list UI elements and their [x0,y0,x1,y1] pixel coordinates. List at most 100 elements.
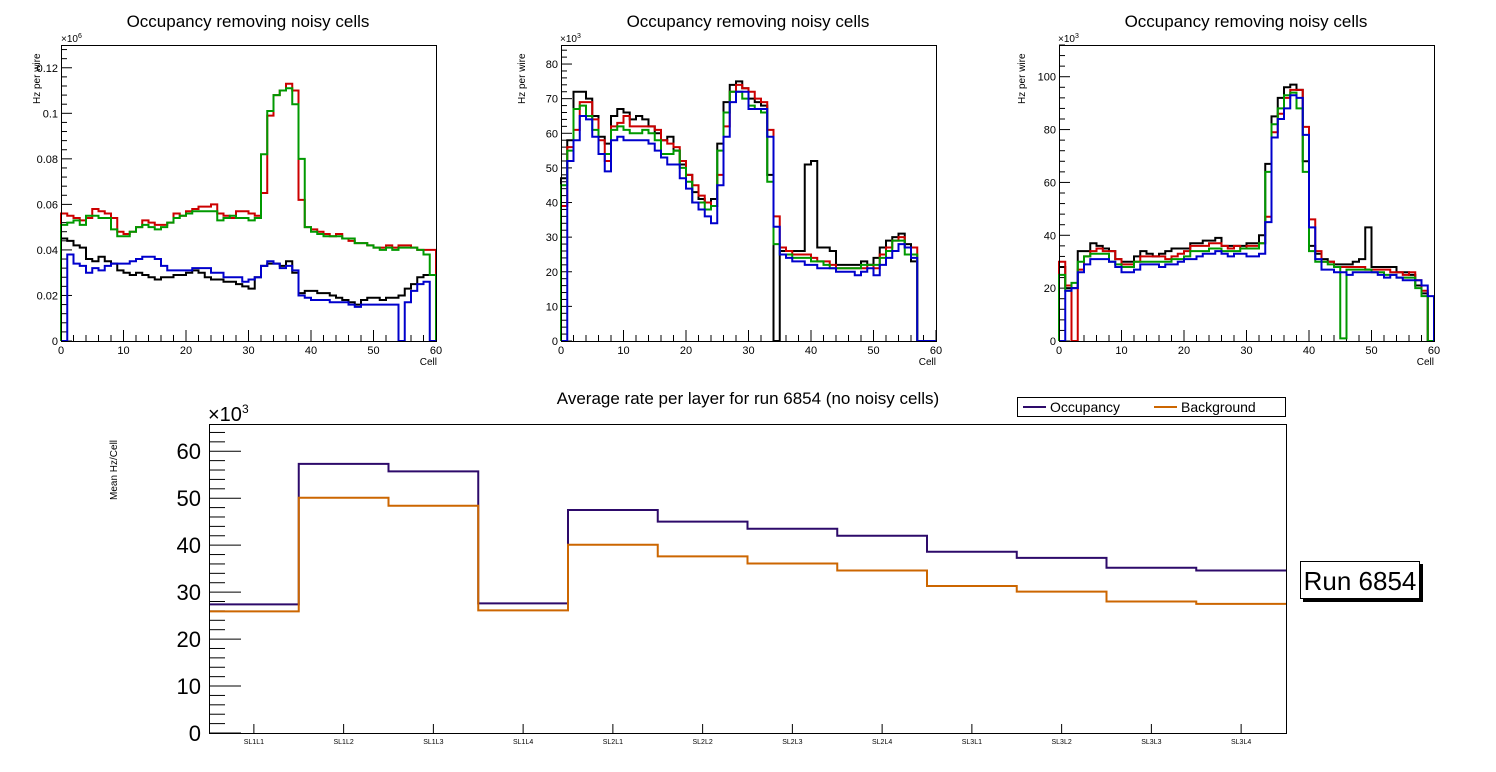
x-tick-label: 0 [1056,345,1062,357]
y-tick-label: 0 [552,336,558,348]
y-multiplier-exp: 3 [577,33,581,40]
y-tick-label: 60 [546,128,558,140]
x-tick-label: SL3L1 [962,739,982,746]
x-axis-label: Cell [919,357,936,368]
y-tick-label: 60 [177,439,201,464]
y-axis-label: Hz per wire [517,53,528,104]
x-tick-label: 30 [742,345,754,357]
x-tick-label: 0 [58,345,64,357]
plot-frame [61,45,437,342]
series-line-red [1058,88,1434,342]
occupancy-histogram-2: Occupancy removing noisy cells ×103 Hz p… [517,12,942,368]
chart-title: Average rate per layer for run 6854 (no … [557,389,939,408]
plot-frame [209,424,1287,734]
y-tick-label: 0 [1050,336,1056,348]
x-tick-label: 50 [867,345,879,357]
series-line-black [1058,83,1434,342]
y-multiplier-base: ×10 [1058,34,1075,45]
y-axis-label: Hz per wire [32,53,43,104]
y-ticks: 0 10 20 30 40 50 60 [177,431,241,746]
x-tick-label: 60 [430,345,442,357]
series-line-black [560,80,936,342]
series-group [209,462,1286,613]
run-label-text: Run 6854 [1304,566,1417,596]
series-line-occupancy [209,462,1286,606]
y-multiplier-base: ×10 [61,34,78,45]
x-tick-label: 60 [1428,345,1440,357]
x-tick-label: 10 [1115,345,1127,357]
legend-label-background: Background [1181,399,1256,415]
legend-box [1017,397,1286,417]
x-tick-label: 30 [242,345,254,357]
series-line-red [60,82,437,341]
x-tick-label: 20 [1178,345,1190,357]
y-tick-label: 0.12 [37,63,58,75]
x-tick-label: SL2L4 [872,739,892,746]
y-multiplier: ×103 [1058,33,1079,45]
series-line-background [209,496,1286,613]
y-tick-label: 10 [546,301,558,313]
y-tick-label: 0.1 [43,108,58,120]
y-multiplier-base: ×10 [560,34,577,45]
x-tick-label: 50 [367,345,379,357]
plot-frame [1059,45,1435,342]
series-line-blue [1059,94,1435,342]
x-ticks: 0 10 20 30 40 50 60 [58,330,442,357]
y-tick-label: 0.08 [37,154,58,166]
y-tick-label: 50 [177,486,201,511]
y-tick-label: 40 [1044,230,1056,242]
average-rate-per-layer-chart: Average rate per layer for run 6854 (no … [109,389,1423,746]
series-line-green [60,87,437,341]
x-tick-label: SL3L4 [1231,739,1251,746]
legend: Occupancy Background [1017,397,1286,417]
x-axis-label: Cell [1417,357,1434,368]
y-axis-label: Mean Hz/Cell [109,440,120,500]
x-tick-label: SL2L2 [693,739,713,746]
y-multiplier: ×106 [61,33,82,45]
x-tick-label: 40 [305,345,317,357]
y-tick-label: 40 [177,533,201,558]
y-tick-label: 50 [546,163,558,175]
run-label-frame [1300,561,1420,599]
y-multiplier-base: ×10 [208,404,242,426]
run-label-box: Run 6854 [1300,561,1423,602]
legend-label-occupancy: Occupancy [1050,399,1120,415]
y-tick-label: 10 [177,674,201,699]
series-group [60,82,437,342]
y-tick-label: 70 [546,94,558,106]
series-group [560,80,936,342]
series-line-green [1058,91,1434,342]
plot-frame [561,45,937,342]
y-tick-label: 0 [189,721,201,746]
occupancy-histogram-1: Occupancy removing noisy cells ×106 Hz p… [32,12,442,368]
x-tick-label: SL1L2 [334,739,354,746]
y-tick-label: 0.04 [37,245,58,257]
x-tick-label: SL2L1 [603,739,623,746]
x-tick-label: SL1L4 [513,739,533,746]
y-tick-label: 0 [52,336,58,348]
x-tick-label: 20 [680,345,692,357]
y-tick-label: 0.02 [37,290,58,302]
x-tick-label: 10 [117,345,129,357]
y-tick-label: 20 [546,267,558,279]
x-tick-label: SL1L3 [423,739,443,746]
y-tick-label: 100 [1038,72,1056,84]
x-ticks: 0 10 20 30 40 50 60 [1056,330,1440,357]
x-tick-label: SL1L1 [244,739,264,746]
y-multiplier-exp: 3 [242,402,249,416]
series-line-blue [561,90,936,342]
series-line-blue [61,253,436,342]
chart-title: Occupancy removing noisy cells [127,12,370,31]
x-tick-label: 20 [180,345,192,357]
y-tick-label: 0.06 [37,199,58,211]
x-tick-label: 60 [930,345,942,357]
y-multiplier: ×103 [560,33,581,45]
chart-title: Occupancy removing noisy cells [627,12,870,31]
x-tick-label: 40 [805,345,817,357]
y-multiplier: ×103 [208,402,249,426]
x-tick-label: 10 [617,345,629,357]
x-tick-label: 0 [558,345,564,357]
y-tick-label: 30 [177,580,201,605]
x-ticks: SL1L1 SL1L2 SL1L3 SL1L4 SL2L1 SL2L2 SL2L3 SL2L4… [244,724,1251,746]
